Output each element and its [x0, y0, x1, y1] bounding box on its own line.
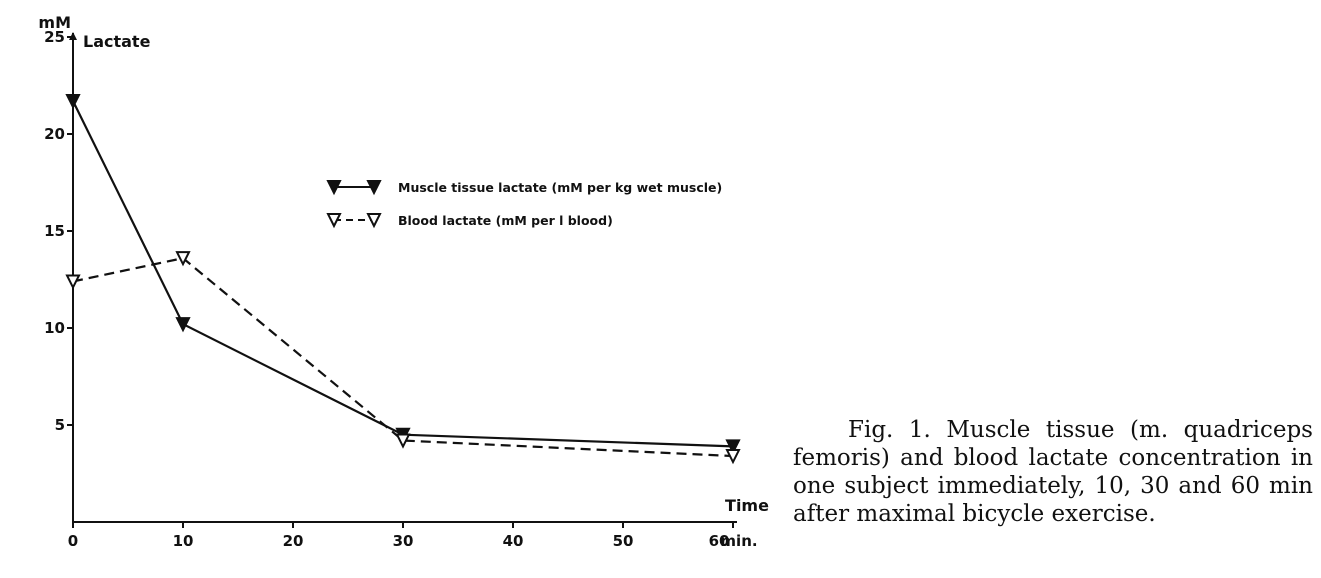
x-tick-label: 50: [613, 532, 634, 550]
y-tick-label: 10: [44, 319, 65, 337]
data-point: [65, 274, 81, 290]
y-tick-label: 20: [44, 125, 65, 143]
x-tick-label: 10: [173, 532, 194, 550]
legend-label: Muscle tissue lactate (mM per kg wet mus…: [398, 180, 722, 195]
x-tick-label: 60: [709, 532, 730, 550]
legend-entry: Blood lactate (mM per l blood): [326, 213, 613, 229]
legend: Muscle tissue lactate (mM per kg wet mus…: [326, 180, 722, 229]
y-unit-label: mM: [38, 13, 71, 32]
y-axis-title: Lactate: [83, 32, 151, 51]
x-tick-label: 40: [503, 532, 524, 550]
x-tick-label: 0: [68, 532, 78, 550]
legend-label: Blood lactate (mM per l blood): [398, 213, 613, 228]
data-point: [175, 251, 191, 267]
legend-marker: [366, 180, 382, 196]
legend-marker: [366, 213, 382, 229]
legend-entry: Muscle tissue lactate (mM per kg wet mus…: [326, 180, 722, 196]
y-tick-label: 15: [44, 222, 65, 240]
x-tick-label: 20: [283, 532, 304, 550]
series-line: [72, 256, 734, 458]
figure-caption: Fig. 1. Muscle tissue (m. quadriceps fem…: [793, 417, 1313, 527]
y-tick-label: 5: [55, 416, 65, 434]
data-point: [65, 94, 81, 110]
series-layer: [65, 94, 741, 465]
x-unit-label: min.: [720, 532, 757, 550]
series-blood: [65, 251, 741, 465]
data-point: [175, 317, 191, 333]
data-point: [725, 439, 741, 455]
data-point: [725, 449, 741, 465]
series-muscle-tissue: [65, 94, 741, 455]
series-line: [72, 100, 734, 448]
legend-marker: [326, 213, 342, 229]
x-axis-title: Time: [725, 496, 769, 515]
data-point: [395, 433, 411, 449]
x-tick-label: 30: [393, 532, 414, 550]
legend-marker: [326, 180, 342, 196]
y-tick-label: 25: [44, 28, 65, 46]
